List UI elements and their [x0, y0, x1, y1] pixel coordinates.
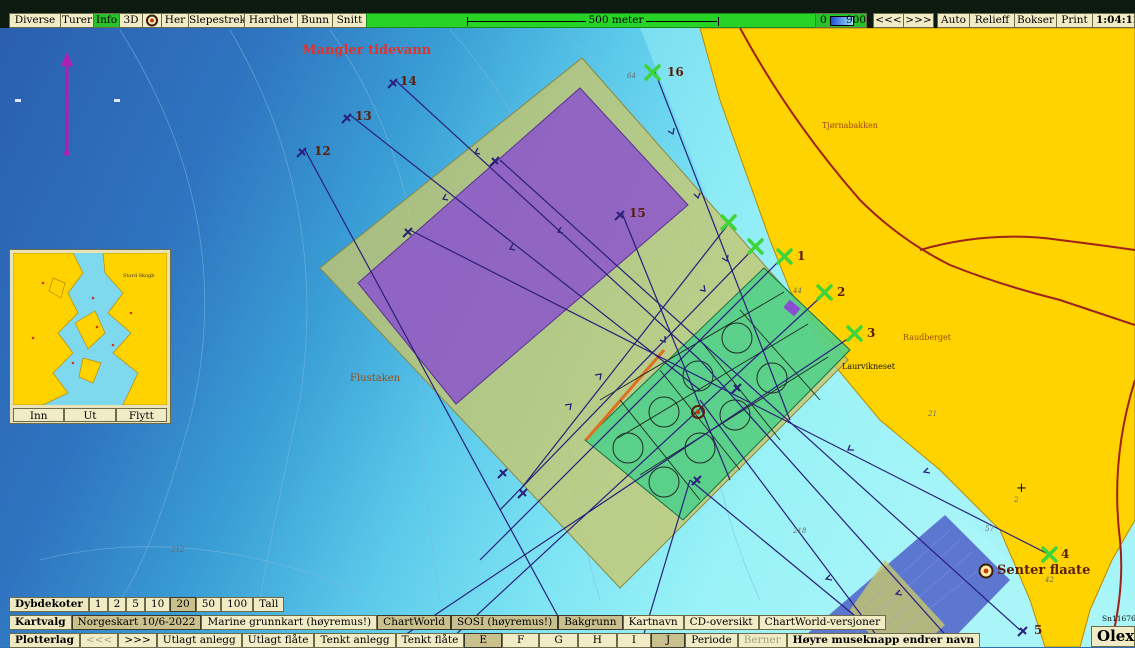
depth-sounding: 212 — [171, 546, 184, 554]
waypoint-label-5: 5 — [1034, 623, 1042, 637]
waypoint-label-2: 2 — [837, 285, 845, 299]
layer-i[interactable]: I — [617, 633, 651, 648]
kartvalg-label: Kartvalg — [9, 615, 72, 630]
menu-turer[interactable]: Turer — [60, 13, 94, 28]
senter-flaate-marker[interactable] — [980, 565, 993, 578]
menu-bunn[interactable]: Bunn — [297, 13, 333, 28]
scale-bar: 500 meter — [366, 13, 866, 28]
waypoint-label-4: 4 — [1061, 547, 1069, 561]
dybdekote-5[interactable]: 5 — [126, 597, 145, 612]
minimap-zoom-out-button[interactable]: Ut — [64, 408, 115, 422]
minimap-image[interactable]: Stord Skogb — [13, 253, 167, 405]
depth-sounding: 57 — [985, 525, 994, 533]
place-name-raudberget: Raudberget — [903, 333, 951, 342]
dybdekoter-label: Dybdekoter — [9, 597, 89, 612]
olex-logo[interactable]: Olex — [1091, 626, 1135, 647]
layer-utlagt-anlegg[interactable]: Utlagt anlegg — [157, 633, 242, 648]
layer-berner[interactable]: Berner — [738, 633, 787, 648]
center-label: Senter flaate — [997, 563, 1090, 578]
dybdekote-20[interactable]: 20 — [170, 597, 195, 612]
place-name-laurvikneset: Laurvikneset — [842, 362, 895, 371]
waypoint-label-14: 14 — [400, 74, 417, 88]
depth-min-label: 0 — [820, 14, 827, 27]
place-name-tjornabakken: Tjørnabakken — [822, 121, 878, 130]
layer-tenkt-flate[interactable]: Tenkt flåte — [396, 633, 465, 648]
layer-f[interactable]: F — [502, 633, 539, 648]
depth-sounding: 21 — [928, 410, 937, 418]
waypoint-label-12: 12 — [314, 144, 331, 158]
warning-label: Mangler tidevann — [302, 43, 431, 58]
copyright-text: Sn11676, 28/6-20 — [1102, 614, 1135, 623]
waypoint-label-1: 1 — [797, 249, 805, 263]
depth-color-scale[interactable]: 0 900 — [815, 13, 867, 28]
chart-kartnavn[interactable]: Kartnavn — [623, 615, 684, 630]
minimap-zoom-in-button[interactable]: Inn — [13, 408, 64, 422]
menu-snitt[interactable]: Snitt — [332, 13, 367, 28]
clock: 1:04:12 — [1092, 13, 1135, 28]
layer-h[interactable]: H — [578, 633, 617, 648]
scale-label: 500 meter — [586, 14, 645, 26]
chart-cd-oversikt[interactable]: CD-oversikt — [684, 615, 759, 630]
chart-chartworld-versjoner[interactable]: ChartWorld-versjoner — [759, 615, 886, 630]
depth-sounding: 64 — [627, 72, 636, 80]
dybdekoter-row: Dybdekoter 1 2 5 10 20 50 100 Tall — [9, 596, 284, 612]
depth-sounding: 44 — [793, 287, 802, 295]
menu-hardhet[interactable]: Hardhet — [244, 13, 298, 28]
minimap-move-button[interactable]: Flytt — [116, 408, 167, 422]
waypoint-label-15: 15 — [629, 206, 646, 220]
menu-her[interactable]: Her — [161, 13, 189, 28]
relieff-button[interactable]: Relieff — [969, 13, 1015, 28]
depth-sounding: 2 — [1014, 496, 1018, 504]
target-icon[interactable] — [142, 13, 162, 28]
layer-utlagt-flate[interactable]: Utlagt flåte — [242, 633, 315, 648]
layer-periode[interactable]: Periode — [685, 633, 737, 648]
waypoint-label-3: 3 — [867, 326, 875, 340]
plotterlag-label: Plotterlag — [9, 633, 80, 648]
back-button[interactable]: <<< — [873, 13, 904, 28]
forward-button[interactable]: >>> — [903, 13, 934, 28]
overview-minimap[interactable]: Stord Skogb Inn Ut Flytt — [9, 249, 171, 424]
menu-3d[interactable]: 3D — [119, 13, 143, 28]
chart-marine-grunnkart[interactable]: Marine grunnkart (høyremus!) — [201, 615, 377, 630]
plotterlag-row: Plotterlag <<< >>> Utlagt anlegg Utlagt … — [9, 632, 980, 648]
chart-chartworld[interactable]: ChartWorld — [377, 615, 451, 630]
place-name-flustaken: Flustaken — [350, 373, 400, 384]
plus-marker: + — [1016, 481, 1027, 496]
chart-sosi[interactable]: SOSI (høyremus!) — [451, 615, 558, 630]
chart-bakgrunn[interactable]: Bakgrunn — [558, 615, 622, 630]
plotterlag-next[interactable]: >>> — [118, 633, 156, 648]
layer-j[interactable]: J — [651, 633, 685, 648]
dybdekote-100[interactable]: 100 — [221, 597, 253, 612]
dybdekote-10[interactable]: 10 — [145, 597, 170, 612]
chart-norgeskart[interactable]: Norgeskart 10/6-2022 — [72, 615, 202, 630]
menu-info[interactable]: Info — [93, 13, 120, 28]
dybdekote-tall[interactable]: Tall — [253, 597, 284, 612]
auto-button[interactable]: Auto — [937, 13, 970, 28]
print-button[interactable]: Print — [1056, 13, 1093, 28]
layer-e[interactable]: E — [464, 633, 502, 648]
menu-slepestrek[interactable]: Slepestrek — [188, 13, 245, 28]
waypoint-label-13: 13 — [355, 109, 372, 123]
waypoint-label-16: 16 — [667, 65, 684, 79]
kartvalg-row: Kartvalg Norgeskart 10/6-2022 Marine gru… — [9, 614, 886, 630]
dybdekote-50[interactable]: 50 — [196, 597, 221, 612]
minimap-place: Stord Skogb — [123, 273, 155, 279]
dybdekote-2[interactable]: 2 — [108, 597, 127, 612]
layer-tenkt-anlegg[interactable]: Tenkt anlegg — [314, 633, 395, 648]
plotterlag-prev[interactable]: <<< — [80, 633, 118, 648]
depth-sounding: 218 — [793, 527, 806, 535]
menu-diverse[interactable]: Diverse — [9, 13, 61, 28]
hint-text: Høyre museknapp endrer navn — [787, 633, 981, 648]
depth-sounding: 42 — [1045, 576, 1054, 584]
bokser-button[interactable]: Bokser — [1014, 13, 1057, 28]
layer-g[interactable]: G — [539, 633, 577, 648]
dybdekote-1[interactable]: 1 — [89, 597, 108, 612]
depth-max-label: 900 — [846, 14, 866, 27]
